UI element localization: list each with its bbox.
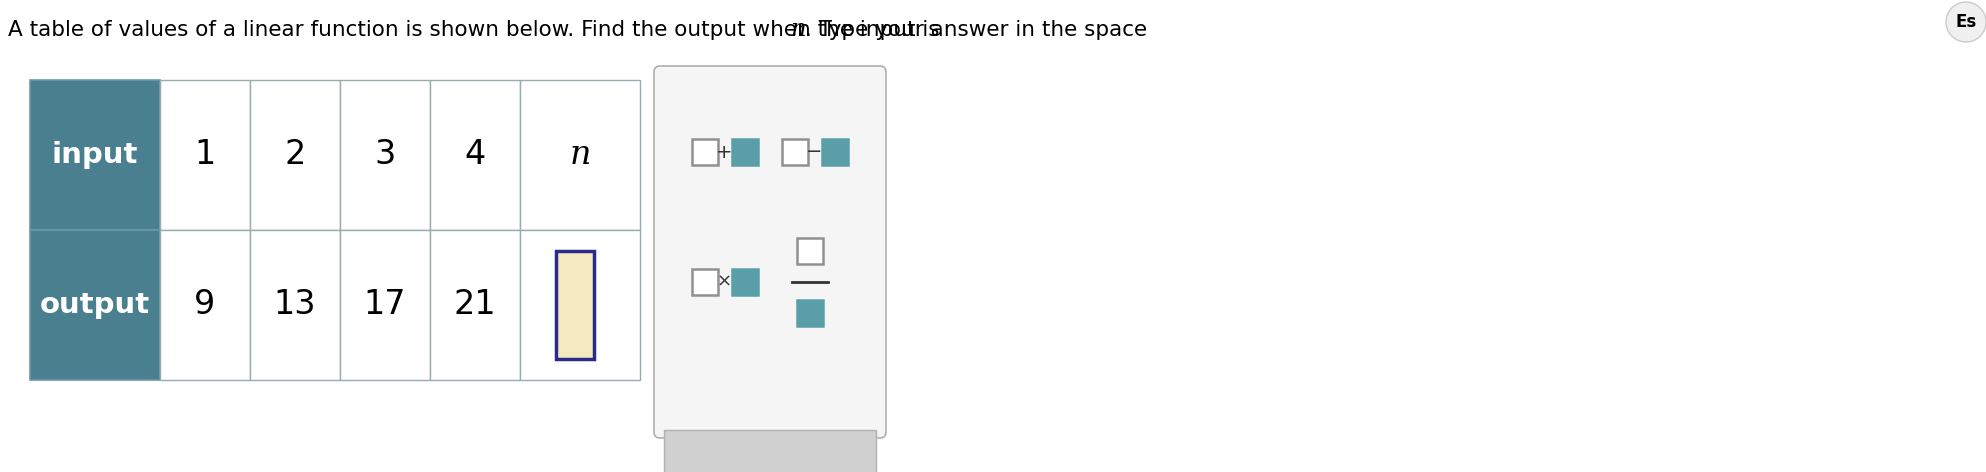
- Text: output: output: [40, 291, 151, 319]
- Bar: [822, 139, 848, 165]
- Text: Es: Es: [1956, 13, 1976, 31]
- Text: 9: 9: [195, 288, 216, 321]
- Text: 17: 17: [363, 288, 407, 321]
- Text: ×: ×: [717, 273, 731, 291]
- Text: 13: 13: [274, 288, 316, 321]
- Text: 1: 1: [195, 138, 216, 171]
- Bar: [431, 80, 520, 230]
- Text: 21: 21: [453, 288, 496, 321]
- Text: 3: 3: [375, 138, 395, 171]
- Bar: [691, 139, 719, 165]
- Bar: [161, 230, 250, 380]
- Bar: [733, 139, 759, 165]
- Bar: [161, 80, 250, 230]
- Bar: [520, 80, 639, 230]
- Text: input: input: [52, 141, 139, 169]
- Text: −: −: [806, 143, 822, 161]
- Text: n: n: [570, 139, 590, 171]
- Bar: [520, 230, 639, 380]
- Bar: [340, 80, 431, 230]
- Text: A table of values of a linear function is shown below. Find the output when the : A table of values of a linear function i…: [8, 20, 947, 40]
- Bar: [556, 251, 594, 359]
- Bar: [250, 230, 340, 380]
- Bar: [340, 230, 431, 380]
- Text: +: +: [715, 143, 733, 161]
- Text: . Type your answer in the space: . Type your answer in the space: [804, 20, 1148, 40]
- Bar: [663, 430, 876, 472]
- Bar: [250, 80, 340, 230]
- Text: n: n: [790, 18, 806, 42]
- Bar: [30, 230, 161, 380]
- Bar: [431, 230, 520, 380]
- Bar: [782, 139, 808, 165]
- Text: 4: 4: [465, 138, 487, 171]
- Bar: [691, 269, 719, 295]
- Circle shape: [1946, 2, 1986, 42]
- Bar: [733, 269, 759, 295]
- Text: 2: 2: [284, 138, 306, 171]
- Bar: [796, 300, 822, 326]
- Bar: [30, 80, 161, 230]
- Bar: [796, 238, 822, 264]
- FancyBboxPatch shape: [653, 66, 886, 438]
